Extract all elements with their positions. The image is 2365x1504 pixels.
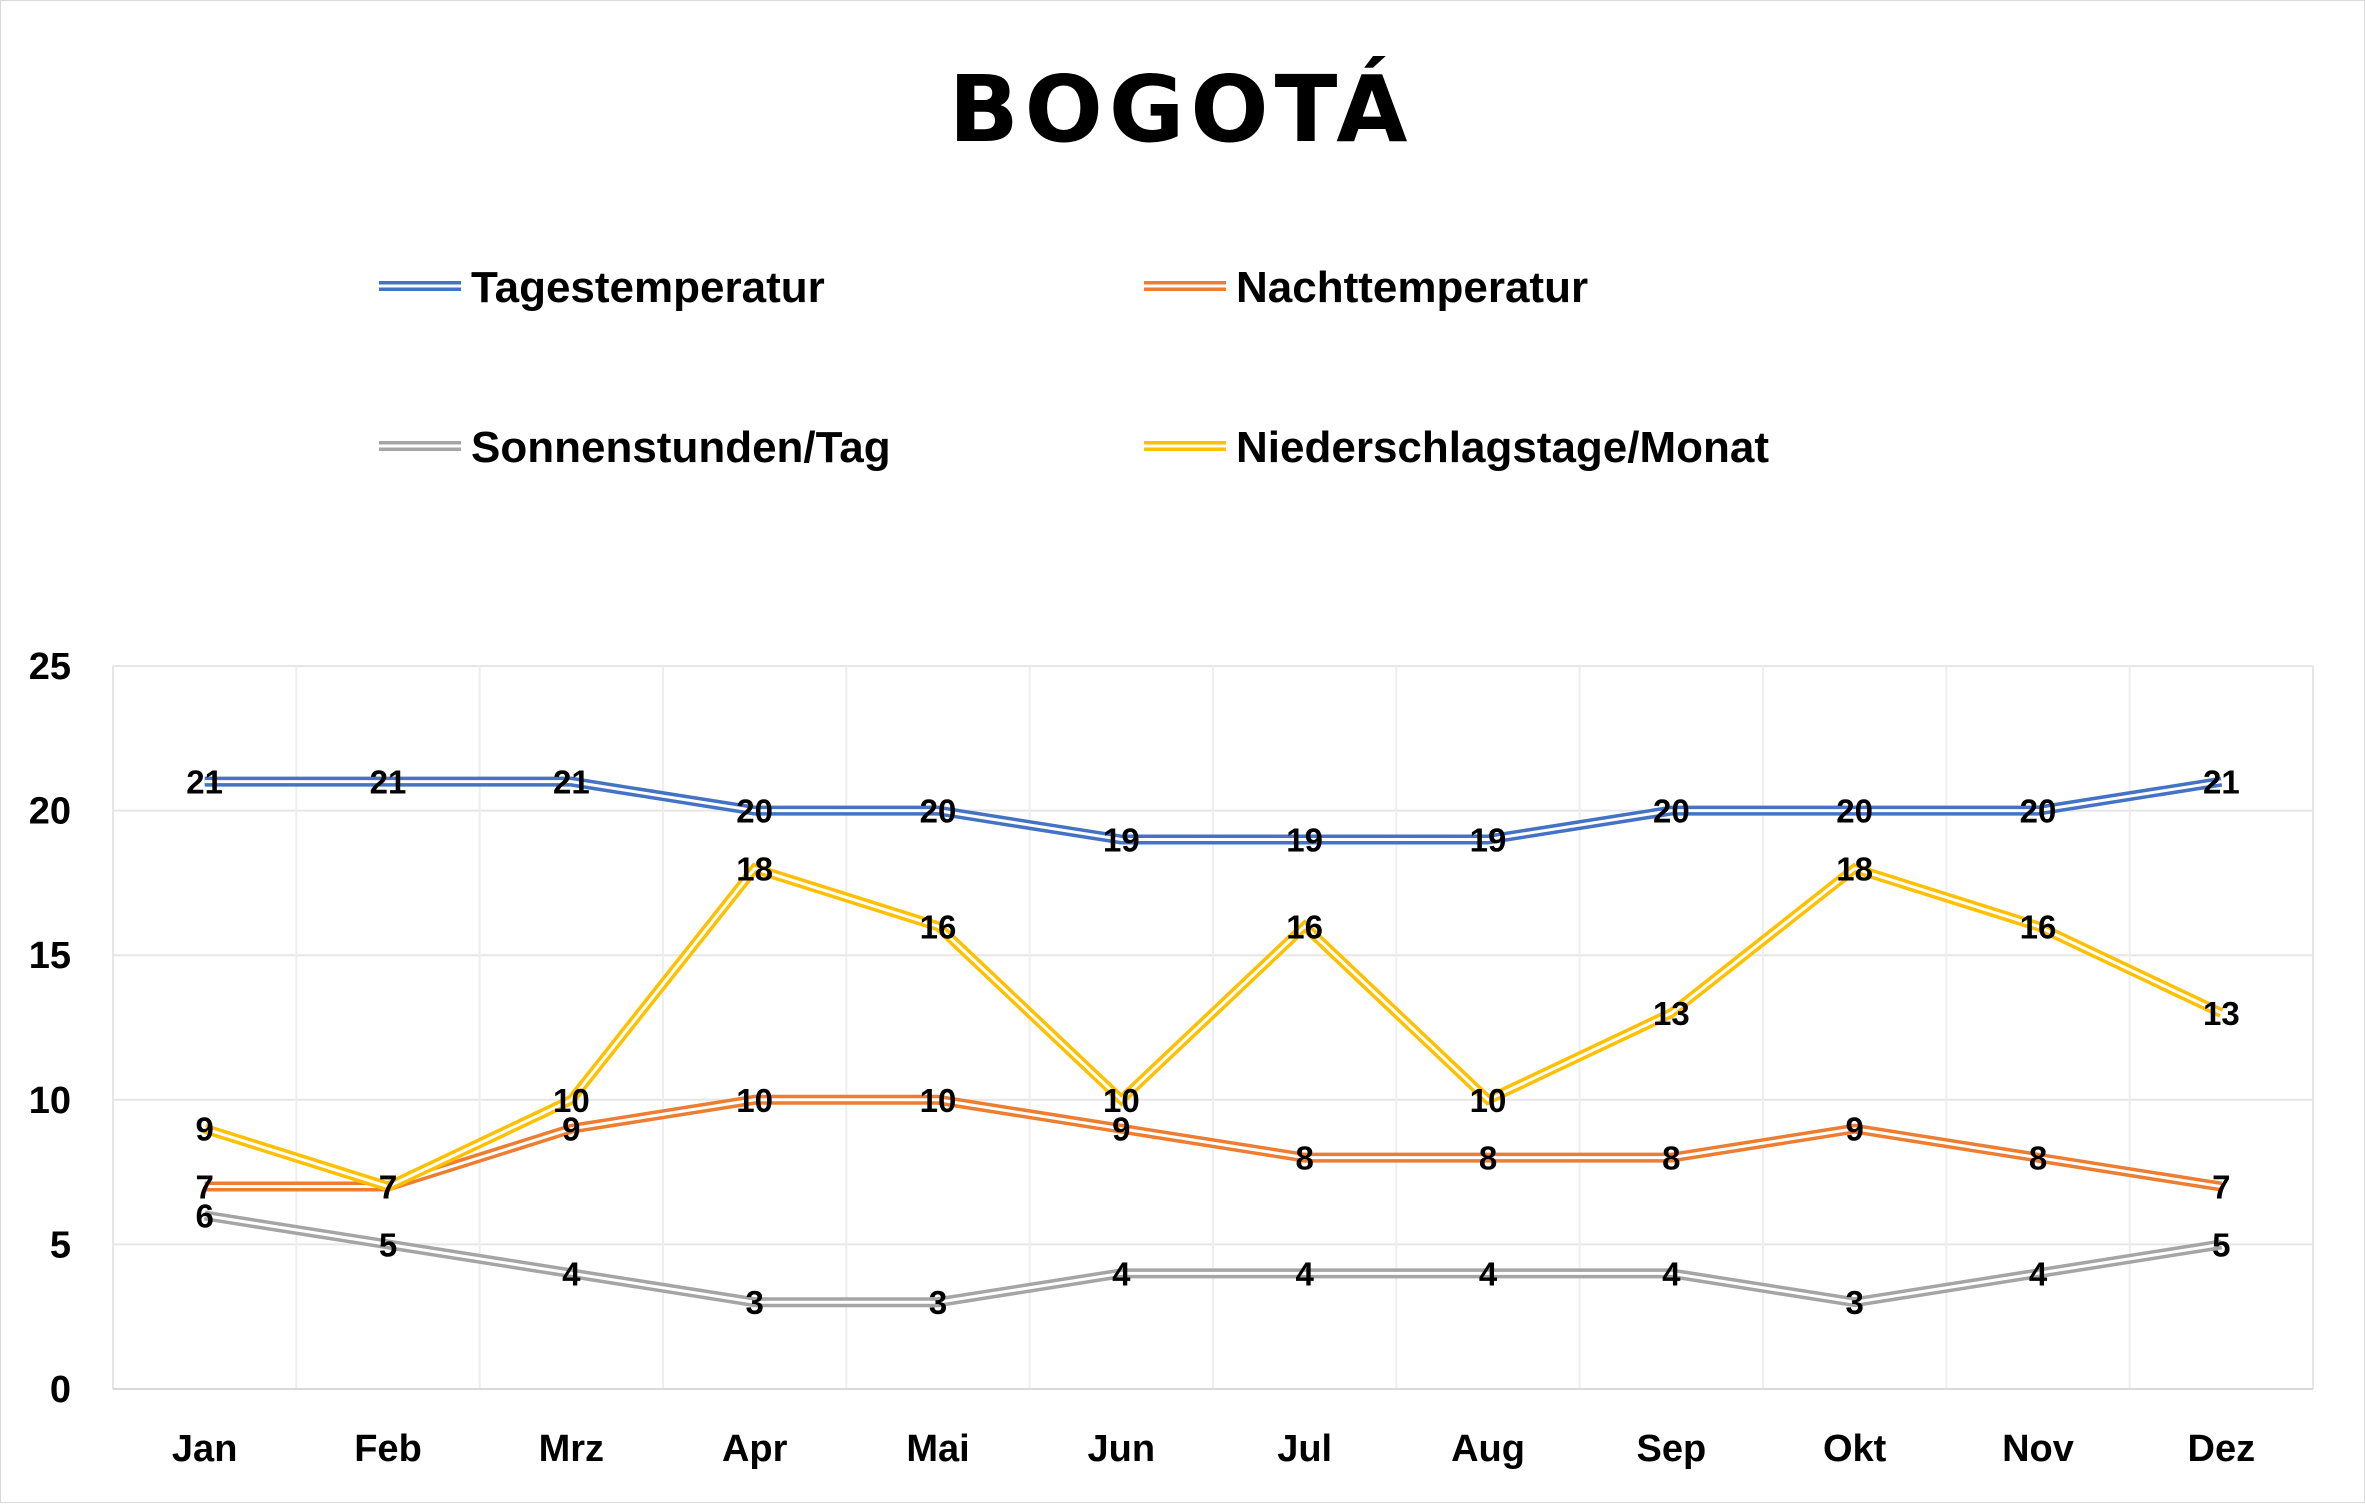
data-label-niederschlagstage-monat: 18 xyxy=(1836,850,1873,887)
legend-label: Niederschlagstage/Monat xyxy=(1236,423,1769,472)
data-label-nachttemperatur: 9 xyxy=(1112,1111,1130,1148)
data-label-sonnenstunden-tag: 3 xyxy=(1845,1284,1863,1321)
data-label-nachttemperatur: 7 xyxy=(379,1169,397,1206)
legend-label: Tagestemperatur xyxy=(471,263,825,312)
data-label-nachttemperatur: 9 xyxy=(562,1111,580,1148)
y-tick-label: 10 xyxy=(29,1080,71,1122)
x-axis: Jan Feb Mrz Apr Mai Jun Jul Aug Sep Okt Nov Dez xyxy=(172,1428,2255,1470)
x-tick-label: Mai xyxy=(906,1428,969,1470)
data-label-tagestemperatur: 19 xyxy=(1103,822,1140,859)
data-label-niederschlagstage-monat: 13 xyxy=(2203,995,2240,1032)
legend-item-niederschlagstage-monat: Niederschlagstage/Monat xyxy=(1144,423,1769,472)
legend: Tagestemperatur Nachttemperatur Sonnenstun… xyxy=(379,263,1769,472)
chart-title: BOGOTÁ xyxy=(949,55,1414,163)
x-tick-label: Aug xyxy=(1451,1428,1525,1470)
data-label-sonnenstunden-tag: 6 xyxy=(195,1197,213,1234)
data-label-niederschlagstage-monat: 10 xyxy=(1470,1082,1507,1119)
data-label-tagestemperatur: 21 xyxy=(186,764,223,801)
data-label-sonnenstunden-tag: 4 xyxy=(562,1255,581,1292)
x-tick-label: Dez xyxy=(2188,1428,2256,1470)
legend-item-tagestemperatur: Tagestemperatur xyxy=(379,263,825,312)
data-label-tagestemperatur: 21 xyxy=(370,764,407,801)
x-tick-label: Okt xyxy=(1823,1428,1887,1470)
data-label-niederschlagstage-monat: 10 xyxy=(553,1082,590,1119)
data-label-tagestemperatur: 20 xyxy=(1836,793,1873,830)
data-label-tagestemperatur: 21 xyxy=(553,764,590,801)
legend-label: Sonnenstunden/Tag xyxy=(471,423,891,472)
x-tick-label: Jan xyxy=(172,1428,237,1470)
data-label-niederschlagstage-monat: 16 xyxy=(920,908,957,945)
data-label-nachttemperatur: 8 xyxy=(1479,1140,1497,1177)
data-label-nachttemperatur: 8 xyxy=(1295,1140,1313,1177)
data-label-sonnenstunden-tag: 4 xyxy=(1479,1255,1498,1292)
data-label-tagestemperatur: 21 xyxy=(2203,764,2240,801)
legend-label: Nachttemperatur xyxy=(1236,263,1588,312)
data-label-tagestemperatur: 19 xyxy=(1470,822,1507,859)
data-label-sonnenstunden-tag: 4 xyxy=(1295,1255,1314,1292)
data-label-tagestemperatur: 20 xyxy=(920,793,957,830)
data-label-niederschlagstage-monat: 7 xyxy=(379,1169,397,1206)
data-label-nachttemperatur: 10 xyxy=(736,1082,773,1119)
data-label-niederschlagstage-monat: 18 xyxy=(736,850,773,887)
y-tick-label: 15 xyxy=(29,935,71,977)
data-label-niederschlagstage-monat: 16 xyxy=(1286,908,1323,945)
data-label-nachttemperatur: 7 xyxy=(2212,1169,2230,1206)
x-tick-label: Jun xyxy=(1088,1428,1156,1470)
x-tick-label: Nov xyxy=(2002,1428,2074,1470)
series-line-nachttemperatur xyxy=(204,1094,2223,1192)
data-label-tagestemperatur: 20 xyxy=(736,793,773,830)
data-label-nachttemperatur: 10 xyxy=(920,1082,957,1119)
data-label-nachttemperatur: 7 xyxy=(195,1169,213,1206)
series-line-sonnenstunden-tag xyxy=(203,1210,2223,1308)
x-tick-label: Jul xyxy=(1277,1428,1332,1470)
data-label-sonnenstunden-tag: 4 xyxy=(1112,1255,1131,1292)
series-lines xyxy=(203,776,2224,1308)
data-label-sonnenstunden-tag: 4 xyxy=(1662,1255,1681,1292)
y-tick-label: 20 xyxy=(29,791,71,833)
data-label-tagestemperatur: 20 xyxy=(2020,793,2057,830)
data-label-sonnenstunden-tag: 3 xyxy=(745,1284,763,1321)
data-label-nachttemperatur: 8 xyxy=(1662,1140,1680,1177)
y-tick-label: 0 xyxy=(50,1369,71,1411)
data-label-nachttemperatur: 8 xyxy=(2029,1140,2047,1177)
y-tick-label: 25 xyxy=(29,646,71,688)
data-label-sonnenstunden-tag: 5 xyxy=(379,1226,397,1263)
legend-item-nachttemperatur: Nachttemperatur xyxy=(1144,263,1588,312)
data-label-niederschlagstage-monat: 13 xyxy=(1653,995,1690,1032)
y-axis: 0 5 10 15 20 25 xyxy=(29,646,71,1411)
data-label-sonnenstunden-tag: 3 xyxy=(929,1284,947,1321)
data-label-tagestemperatur: 20 xyxy=(1653,793,1690,830)
data-label-niederschlagstage-monat: 10 xyxy=(1103,1082,1140,1119)
series-line-niederschlagstage-monat xyxy=(203,862,2224,1192)
legend-item-sonnenstunden-tag: Sonnenstunden/Tag xyxy=(379,423,891,472)
series-line-tagestemperatur xyxy=(204,776,2223,845)
data-label-sonnenstunden-tag: 5 xyxy=(2212,1226,2230,1263)
data-label-sonnenstunden-tag: 4 xyxy=(2029,1255,2048,1292)
x-tick-label: Mrz xyxy=(539,1428,604,1470)
data-label-tagestemperatur: 19 xyxy=(1286,822,1323,859)
y-tick-label: 5 xyxy=(50,1224,71,1266)
x-tick-label: Apr xyxy=(722,1428,788,1470)
data-label-nachttemperatur: 9 xyxy=(1845,1111,1863,1148)
data-label-niederschlagstage-monat: 9 xyxy=(195,1111,213,1148)
x-tick-label: Feb xyxy=(354,1428,422,1470)
data-label-niederschlagstage-monat: 16 xyxy=(2020,908,2057,945)
x-tick-label: Sep xyxy=(1636,1428,1706,1470)
